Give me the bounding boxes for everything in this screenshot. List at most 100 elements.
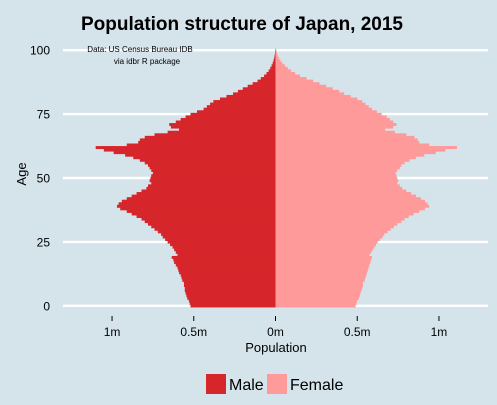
- female-bar-age-12: [275, 273, 367, 277]
- male-bar-age-11: [181, 276, 276, 280]
- male-bar-age-61: [103, 148, 276, 152]
- x-tick-label-3: 0.5m: [344, 325, 371, 339]
- female-bar-age-40: [275, 202, 428, 206]
- female-bar-age-0: [275, 304, 356, 308]
- female-bar-age-33: [275, 220, 402, 224]
- male-bar-age-41: [121, 199, 276, 203]
- male-bar-age-16: [175, 263, 276, 267]
- y-tick-label-0: 0: [43, 299, 50, 313]
- female-bar-age-9: [275, 281, 363, 285]
- female-bar-age-21: [275, 250, 372, 254]
- female-bar-age-93: [275, 66, 288, 70]
- male-bar-age-14: [178, 268, 276, 272]
- female-bar-age-11: [275, 276, 366, 280]
- female-bar-age-56: [275, 161, 405, 165]
- male-bar-age-20: [177, 253, 276, 257]
- female-bar-age-6: [275, 289, 362, 293]
- male-bar-age-18: [173, 258, 276, 262]
- male-bar-age-77: [203, 107, 276, 111]
- female-bar-age-87: [275, 82, 320, 86]
- male-bar-age-27: [162, 235, 276, 239]
- legend-swatch-female: [267, 374, 287, 394]
- male-bar-age-75: [190, 112, 276, 116]
- male-bar-age-53: [151, 169, 276, 173]
- female-bar-age-8: [275, 284, 363, 288]
- female-bar-age-62: [275, 146, 457, 150]
- male-bar-age-83: [233, 92, 276, 96]
- male-bar-age-46: [146, 186, 276, 190]
- male-bar-age-65: [139, 138, 276, 142]
- male-bar-age-24: [170, 243, 276, 247]
- female-bar-age-65: [275, 138, 418, 142]
- male-bar-age-44: [136, 192, 276, 196]
- x-axis-label: Population: [245, 340, 306, 355]
- female-bar-age-35: [275, 215, 409, 219]
- female-bar-age-47: [275, 184, 400, 188]
- x-axis-ticks: 1m 0.5m 0m 0.5m 1m: [104, 316, 447, 339]
- female-bar-age-34: [275, 217, 405, 221]
- y-tick-label-75: 75: [37, 108, 51, 122]
- male-bars: [95, 48, 276, 308]
- female-bar-age-77: [275, 107, 372, 111]
- female-bar-age-42: [275, 197, 421, 201]
- male-bar-age-79: [210, 102, 276, 106]
- male-bar-age-38: [120, 207, 276, 211]
- male-bar-age-63: [126, 143, 276, 147]
- male-bar-age-6: [184, 289, 276, 293]
- male-bar-age-70: [170, 125, 276, 129]
- female-bar-age-28: [275, 232, 385, 236]
- male-bar-age-85: [242, 87, 276, 91]
- male-bar-age-8: [183, 284, 276, 288]
- male-bar-age-84: [237, 89, 276, 93]
- female-bar-age-15: [275, 266, 369, 270]
- female-bar-age-54: [275, 166, 400, 170]
- female-bar-age-69: [275, 128, 386, 132]
- male-bar-age-54: [149, 166, 276, 170]
- male-bar-age-72: [175, 120, 276, 124]
- male-bar-age-48: [151, 181, 276, 185]
- female-bar-age-29: [275, 230, 388, 234]
- female-bar-age-45: [275, 189, 407, 193]
- male-bar-age-51: [151, 174, 276, 178]
- male-bar-age-30: [154, 227, 276, 231]
- female-bar-age-90: [275, 74, 301, 78]
- male-bar-age-31: [151, 225, 276, 229]
- male-bar-age-3: [187, 296, 276, 300]
- female-bar-age-7: [275, 286, 363, 290]
- female-bar-age-88: [275, 79, 314, 83]
- female-bar-age-84: [275, 89, 340, 93]
- x-tick-label-1: 0.5m: [180, 325, 207, 339]
- male-bar-age-93: [270, 66, 276, 70]
- male-bar-age-23: [172, 245, 276, 249]
- male-bar-age-89: [260, 77, 276, 81]
- female-bar-age-20: [275, 253, 370, 257]
- female-bar-age-82: [275, 94, 351, 98]
- x-tick-label-2: 0m: [267, 325, 284, 339]
- female-bar-age-26: [275, 238, 381, 242]
- legend-label-female: Female: [290, 377, 343, 394]
- female-bar-age-70: [275, 125, 394, 129]
- female-bar-age-72: [275, 120, 394, 124]
- female-bar-age-27: [275, 235, 383, 239]
- male-bar-age-5: [185, 291, 276, 295]
- male-bar-age-10: [182, 278, 276, 282]
- female-bar-age-96: [275, 59, 281, 63]
- male-bar-age-67: [154, 133, 276, 137]
- female-bar-age-3: [275, 296, 359, 300]
- male-bar-age-7: [184, 286, 276, 290]
- female-bar-age-98: [275, 54, 278, 58]
- male-bar-age-91: [266, 71, 276, 75]
- female-bar-age-97: [275, 56, 279, 60]
- male-bar-age-43: [131, 194, 276, 198]
- male-bar-age-80: [213, 100, 276, 104]
- y-axis-label: Age: [14, 162, 29, 185]
- female-bar-age-19: [275, 255, 372, 259]
- female-bar-age-86: [275, 84, 327, 88]
- female-bar-age-71: [275, 123, 397, 127]
- female-bar-age-24: [275, 243, 377, 247]
- y-tick-label-100: 100: [30, 44, 50, 58]
- male-bar-age-56: [144, 161, 276, 165]
- male-bar-age-34: [141, 217, 276, 221]
- y-tick-label-25: 25: [37, 235, 51, 249]
- chart-title: Population structure of Japan, 2015: [81, 14, 403, 35]
